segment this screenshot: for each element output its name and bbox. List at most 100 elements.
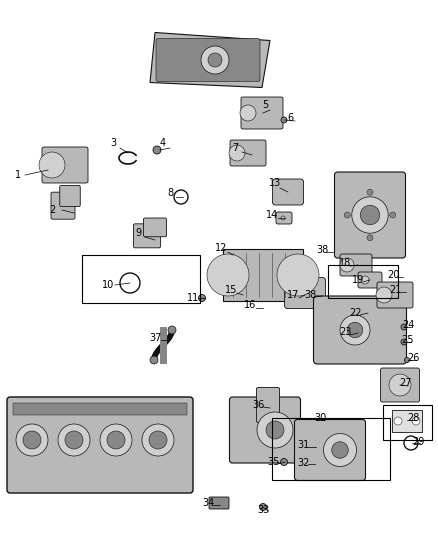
Circle shape <box>401 324 407 330</box>
Circle shape <box>390 212 396 218</box>
FancyBboxPatch shape <box>381 368 420 402</box>
Circle shape <box>367 235 373 241</box>
FancyBboxPatch shape <box>51 192 75 219</box>
FancyBboxPatch shape <box>144 218 166 237</box>
FancyBboxPatch shape <box>335 172 406 258</box>
Text: 15: 15 <box>225 285 237 295</box>
Text: 4: 4 <box>160 138 166 148</box>
Text: 3: 3 <box>110 138 116 148</box>
FancyBboxPatch shape <box>230 140 266 166</box>
Circle shape <box>277 254 319 296</box>
Text: 6: 6 <box>287 113 293 123</box>
Circle shape <box>340 258 354 272</box>
Text: 22: 22 <box>349 308 361 318</box>
Text: 32: 32 <box>297 458 309 468</box>
Circle shape <box>16 424 48 456</box>
FancyBboxPatch shape <box>257 387 279 423</box>
Circle shape <box>240 105 256 121</box>
Text: 8: 8 <box>167 188 173 198</box>
FancyBboxPatch shape <box>294 419 365 481</box>
Text: 10: 10 <box>102 280 114 290</box>
Text: 23: 23 <box>339 327 351 337</box>
Text: 2: 2 <box>49 205 55 215</box>
Circle shape <box>405 358 410 362</box>
Text: 17: 17 <box>287 290 299 300</box>
FancyBboxPatch shape <box>209 497 229 509</box>
Bar <box>13 403 187 415</box>
Text: 34: 34 <box>202 498 214 508</box>
Circle shape <box>168 326 176 334</box>
Circle shape <box>280 458 287 465</box>
Circle shape <box>401 339 407 345</box>
Text: 9: 9 <box>135 228 141 238</box>
Circle shape <box>332 442 348 458</box>
Circle shape <box>360 205 380 225</box>
Text: 14: 14 <box>266 210 278 220</box>
Bar <box>328 265 398 298</box>
Text: 21: 21 <box>389 285 401 295</box>
Text: 12: 12 <box>215 243 227 253</box>
FancyBboxPatch shape <box>358 272 382 288</box>
Circle shape <box>227 254 234 262</box>
FancyBboxPatch shape <box>285 278 325 309</box>
Text: 1: 1 <box>15 170 21 180</box>
Circle shape <box>352 197 388 233</box>
Circle shape <box>208 53 222 67</box>
FancyBboxPatch shape <box>377 282 413 308</box>
Circle shape <box>324 433 357 466</box>
Circle shape <box>100 424 132 456</box>
FancyBboxPatch shape <box>272 179 304 205</box>
FancyBboxPatch shape <box>392 410 422 432</box>
Circle shape <box>65 431 83 449</box>
Text: 28: 28 <box>407 413 419 423</box>
Circle shape <box>207 254 249 296</box>
Text: 38: 38 <box>304 290 316 300</box>
Circle shape <box>412 417 420 425</box>
FancyBboxPatch shape <box>42 147 88 183</box>
Circle shape <box>281 216 285 220</box>
Circle shape <box>347 322 363 338</box>
FancyBboxPatch shape <box>60 185 80 206</box>
Text: 37: 37 <box>149 333 161 343</box>
Circle shape <box>201 46 229 74</box>
FancyBboxPatch shape <box>340 254 372 276</box>
Circle shape <box>259 504 266 511</box>
Circle shape <box>281 117 287 123</box>
Text: 24: 24 <box>402 320 414 330</box>
FancyBboxPatch shape <box>241 97 283 129</box>
FancyBboxPatch shape <box>134 224 160 248</box>
Circle shape <box>23 431 41 449</box>
Circle shape <box>107 431 125 449</box>
Text: 35: 35 <box>267 457 279 467</box>
Text: 25: 25 <box>402 335 414 345</box>
FancyBboxPatch shape <box>156 38 260 82</box>
Text: 18: 18 <box>339 258 351 268</box>
Circle shape <box>361 276 369 284</box>
Circle shape <box>149 431 167 449</box>
Polygon shape <box>150 33 270 87</box>
FancyBboxPatch shape <box>314 296 406 364</box>
Circle shape <box>389 374 411 396</box>
Text: 19: 19 <box>352 275 364 285</box>
Circle shape <box>344 212 350 218</box>
Text: 20: 20 <box>387 270 399 280</box>
Text: 36: 36 <box>252 400 264 410</box>
Circle shape <box>257 412 293 448</box>
Text: 26: 26 <box>407 353 419 363</box>
Circle shape <box>153 146 161 154</box>
Circle shape <box>58 424 90 456</box>
Text: 31: 31 <box>297 440 309 450</box>
Circle shape <box>198 295 205 302</box>
Circle shape <box>394 417 402 425</box>
Text: 13: 13 <box>269 178 281 188</box>
Text: 29: 29 <box>412 437 424 447</box>
Bar <box>272 418 390 480</box>
Text: 16: 16 <box>244 300 256 310</box>
Text: 33: 33 <box>257 505 269 515</box>
Text: 38: 38 <box>316 245 328 255</box>
Circle shape <box>266 421 284 439</box>
Circle shape <box>376 287 392 303</box>
Circle shape <box>39 152 65 178</box>
Circle shape <box>340 315 370 345</box>
Text: 27: 27 <box>399 378 411 388</box>
